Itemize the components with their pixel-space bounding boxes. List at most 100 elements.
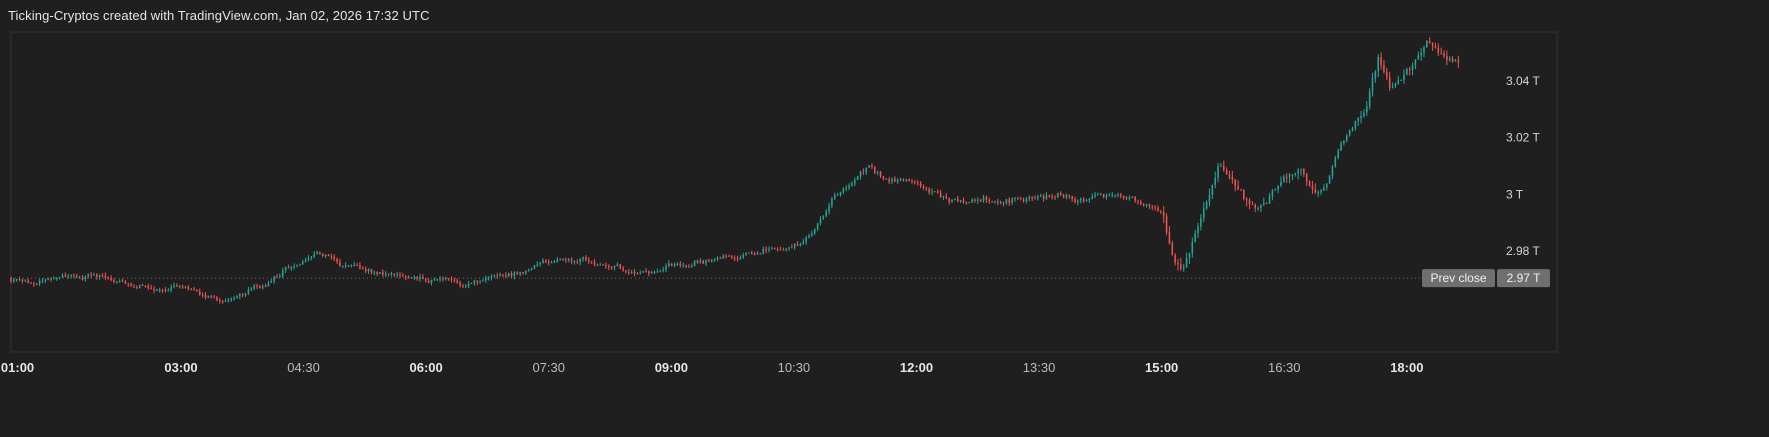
candle bbox=[745, 252, 747, 257]
candle bbox=[1114, 194, 1116, 198]
candle bbox=[81, 275, 84, 281]
candle bbox=[670, 263, 673, 267]
candle bbox=[176, 283, 178, 287]
candle bbox=[762, 246, 765, 255]
candle bbox=[158, 287, 161, 293]
candle-body bbox=[485, 278, 487, 281]
candle bbox=[602, 263, 604, 266]
candle bbox=[462, 283, 464, 289]
candle bbox=[948, 197, 950, 205]
candle-body bbox=[739, 257, 742, 260]
candle-body bbox=[1211, 184, 1214, 196]
candle-body bbox=[27, 280, 29, 283]
candle-body bbox=[216, 297, 218, 301]
candle-body bbox=[1002, 202, 1005, 204]
candle-body bbox=[1331, 166, 1334, 177]
candle bbox=[1117, 192, 1119, 198]
candle-body bbox=[1062, 194, 1065, 198]
candle bbox=[267, 280, 270, 287]
candle bbox=[1088, 198, 1091, 203]
candle bbox=[556, 256, 559, 263]
candle bbox=[570, 257, 573, 265]
candle bbox=[842, 187, 845, 195]
candle bbox=[156, 288, 158, 292]
candle bbox=[1351, 126, 1354, 132]
candle bbox=[370, 268, 373, 275]
candle bbox=[513, 271, 516, 280]
candle bbox=[1377, 54, 1380, 78]
candle-body bbox=[201, 294, 204, 296]
candle-body bbox=[133, 286, 135, 288]
candle bbox=[136, 285, 138, 290]
candle-body bbox=[928, 188, 930, 193]
candle-body bbox=[1345, 135, 1348, 141]
candle bbox=[668, 260, 670, 268]
candle-body bbox=[656, 271, 659, 273]
candle bbox=[1437, 43, 1440, 56]
candle bbox=[1234, 179, 1237, 192]
candle-body bbox=[33, 283, 35, 285]
candle-body bbox=[387, 273, 390, 275]
candle-body bbox=[522, 271, 524, 274]
candle-body bbox=[1148, 204, 1151, 207]
candle bbox=[1231, 170, 1234, 184]
candle bbox=[1157, 205, 1159, 212]
candle bbox=[1237, 180, 1239, 191]
candle-body bbox=[21, 279, 24, 281]
candle bbox=[1357, 117, 1359, 127]
candle bbox=[144, 284, 147, 288]
candle-body bbox=[47, 278, 49, 280]
candle bbox=[344, 262, 347, 269]
candle-body bbox=[273, 276, 275, 282]
candle bbox=[822, 215, 825, 220]
candle-body bbox=[1374, 71, 1377, 79]
candle bbox=[98, 274, 101, 280]
candle-body bbox=[447, 278, 450, 280]
candle bbox=[1180, 257, 1182, 271]
candle-body bbox=[659, 270, 662, 272]
candle-body bbox=[1094, 194, 1096, 197]
candle bbox=[499, 272, 501, 277]
candle-body bbox=[753, 253, 756, 255]
candle bbox=[259, 284, 261, 289]
candle-body bbox=[210, 295, 213, 297]
candle-body bbox=[673, 263, 676, 266]
candle-body bbox=[422, 276, 424, 279]
candle-body bbox=[450, 278, 453, 280]
candle-body bbox=[15, 278, 18, 280]
candle-body bbox=[465, 285, 467, 287]
candle bbox=[833, 192, 836, 201]
candle-body bbox=[1314, 188, 1317, 193]
candle-body bbox=[567, 259, 570, 261]
candle bbox=[585, 255, 587, 262]
candle bbox=[253, 283, 255, 291]
y-tick-label: 3.02 T bbox=[1506, 131, 1540, 145]
candle-body bbox=[444, 278, 447, 280]
candle bbox=[1288, 173, 1291, 184]
candle bbox=[636, 271, 639, 275]
candle-body bbox=[336, 259, 338, 262]
candle-body bbox=[1174, 255, 1176, 263]
candle-body bbox=[1202, 208, 1205, 218]
candle-body bbox=[424, 278, 427, 281]
candle bbox=[994, 200, 996, 204]
candle-body bbox=[76, 276, 78, 278]
candle bbox=[187, 285, 190, 291]
candle-body bbox=[570, 259, 573, 262]
candle bbox=[1360, 110, 1362, 124]
candle-body bbox=[982, 197, 985, 201]
candle bbox=[1034, 195, 1036, 200]
candle-body bbox=[41, 280, 44, 282]
candle-body bbox=[158, 289, 161, 291]
candle bbox=[1174, 253, 1176, 266]
candle bbox=[141, 283, 144, 287]
candle bbox=[35, 282, 38, 286]
candle bbox=[453, 277, 456, 283]
candle bbox=[507, 272, 510, 278]
candle-body bbox=[107, 277, 110, 279]
candle bbox=[1331, 165, 1334, 180]
candle-body bbox=[988, 199, 991, 202]
candle bbox=[310, 256, 313, 261]
